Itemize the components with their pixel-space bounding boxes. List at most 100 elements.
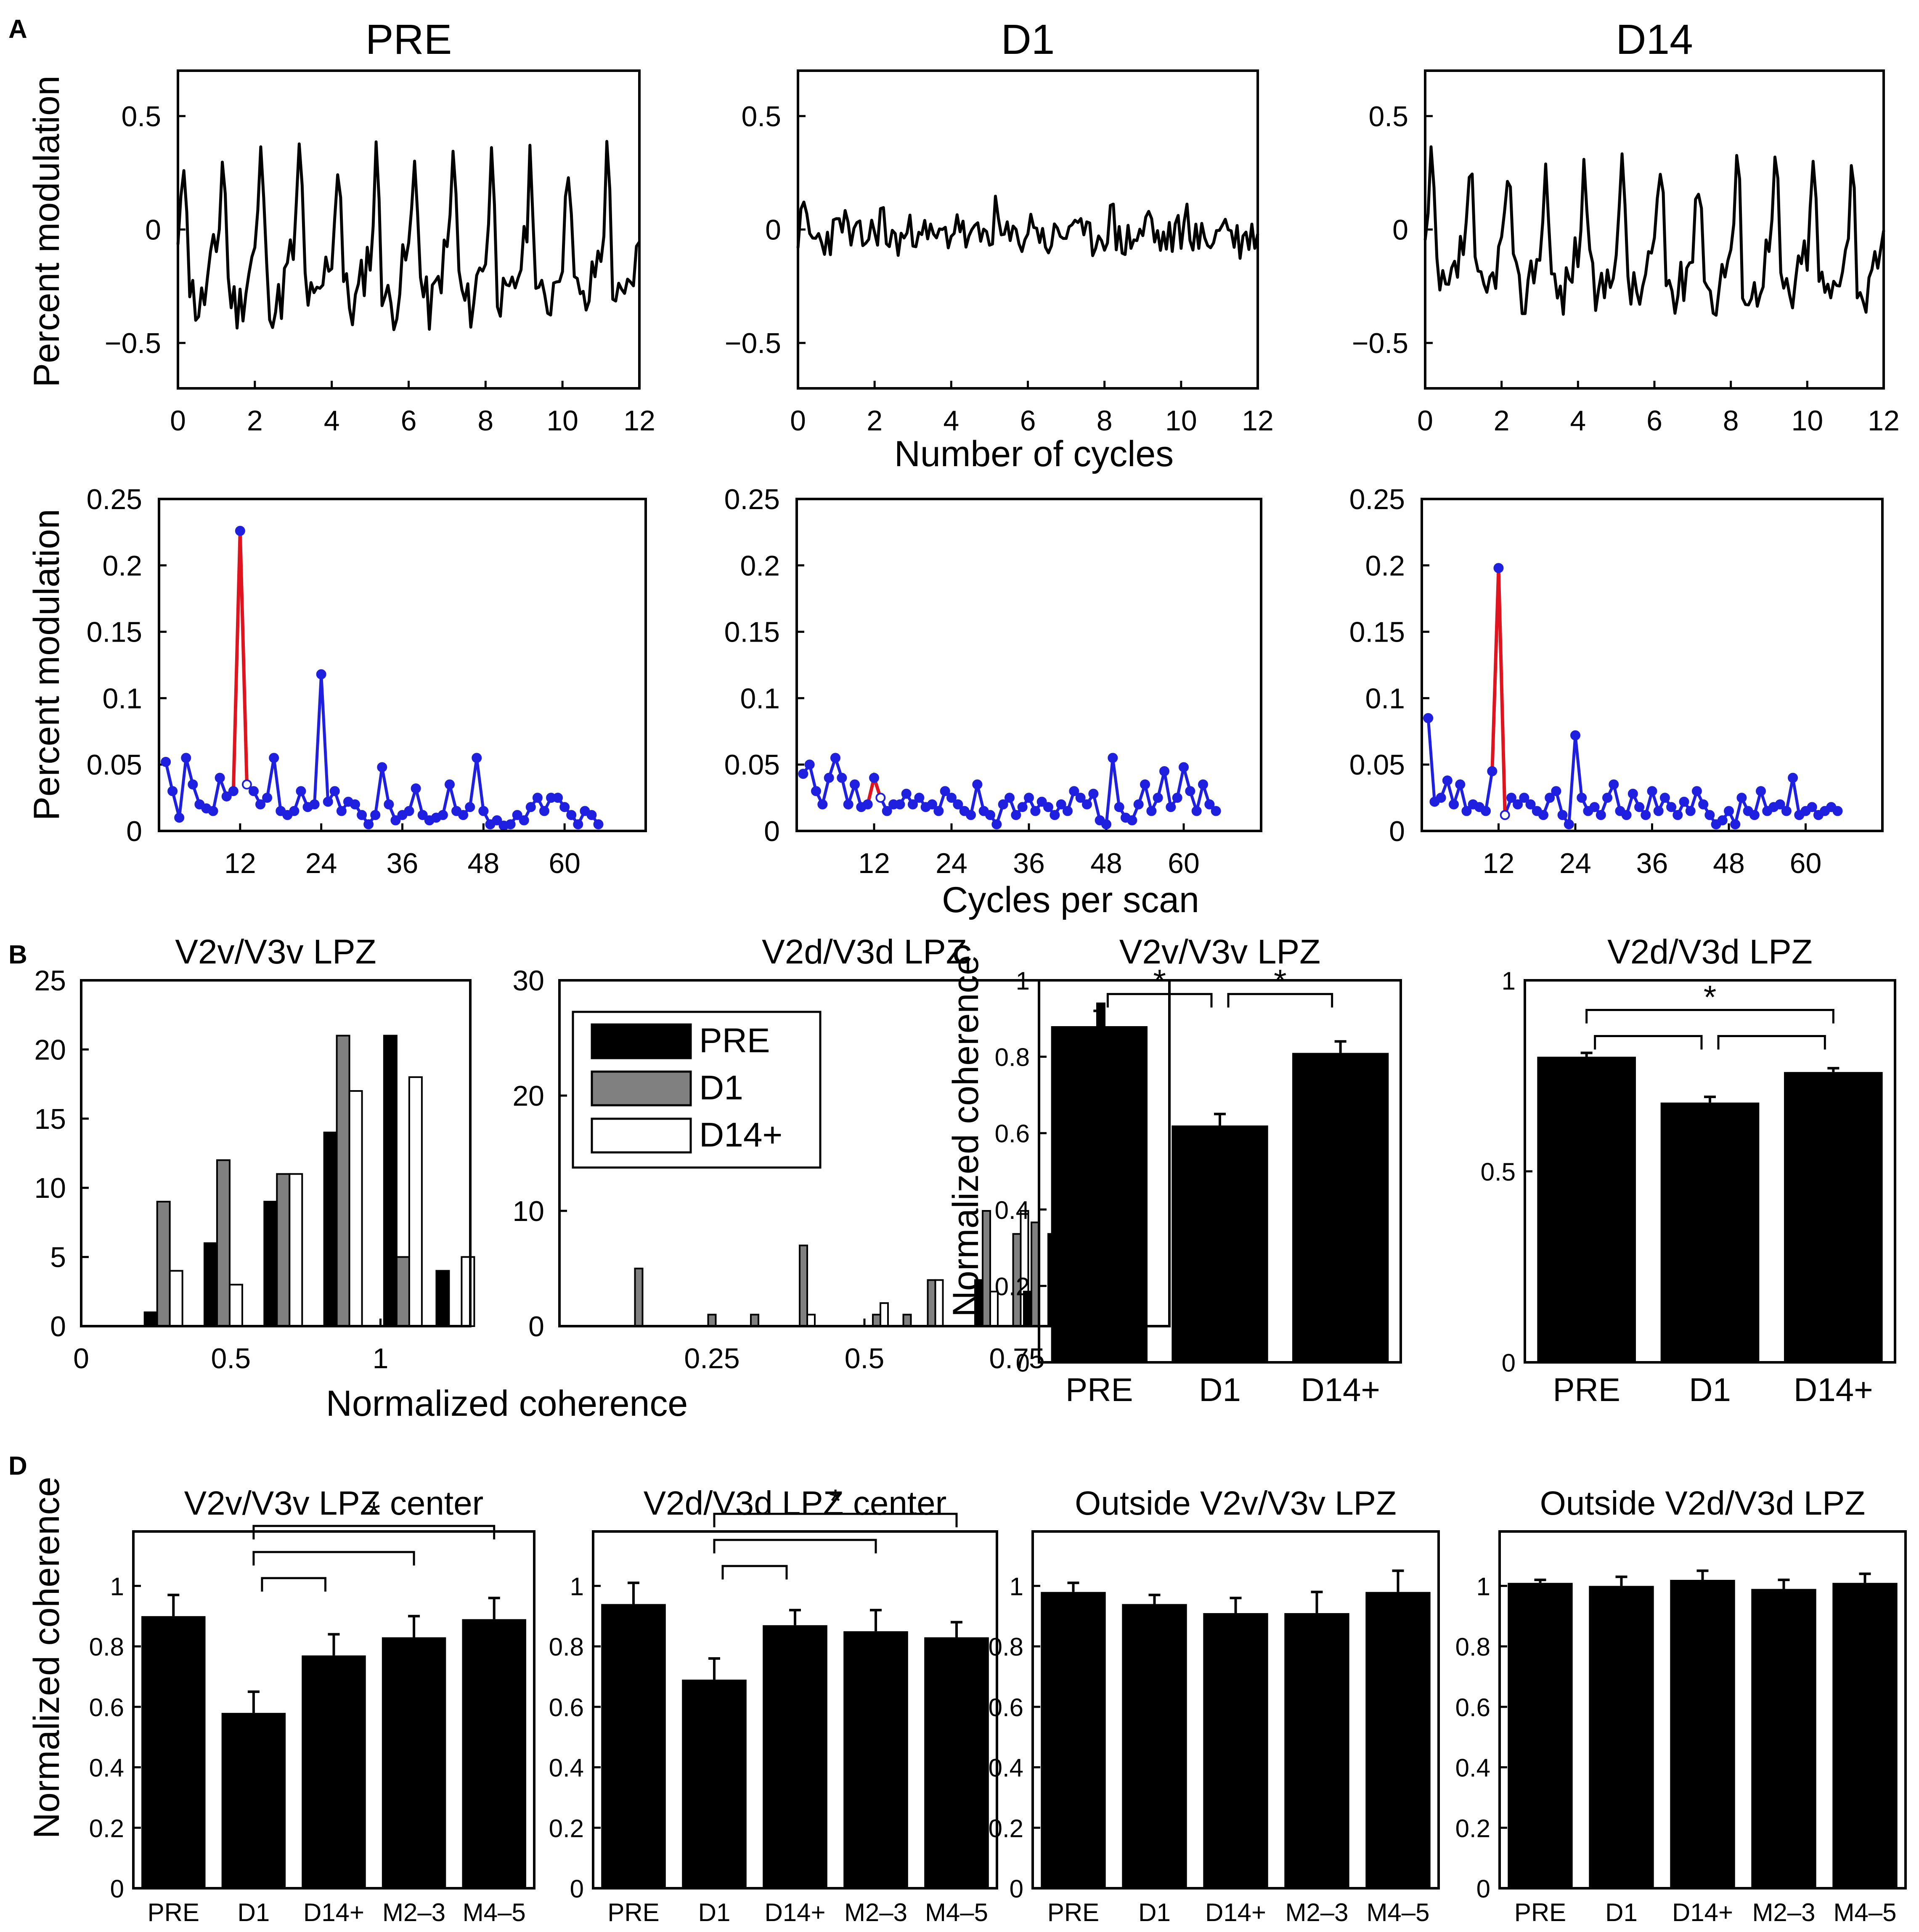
d_od-xtick-label: M4–5 (1833, 1898, 1896, 1927)
a_pre_freq-point (458, 810, 469, 820)
d_od-ytick-label: 0.2 (1455, 1814, 1490, 1842)
a_pre_freq-point (505, 819, 516, 830)
a_pre_freq-point (181, 753, 191, 763)
a_d14_freq-point (1704, 810, 1715, 820)
legend-swatch-d1 (591, 1070, 692, 1107)
a_d1_freq-point (914, 793, 925, 803)
d_vc-bar-m2-3 (382, 1637, 446, 1888)
a_d14_freq-point (1717, 815, 1728, 825)
c_d-title: V2d/V3d LPZ (1607, 933, 1813, 971)
a_pre_time-xtick-label: 10 (546, 405, 578, 437)
c_v-ytick-label: 0.4 (995, 1196, 1030, 1224)
a_d14_freq-point (1685, 806, 1696, 816)
d_vc-ytick-label: 0.8 (89, 1633, 124, 1661)
a_d14_time-ytick-label: 0.5 (1368, 101, 1408, 133)
a_d14_freq-point (1641, 810, 1651, 820)
a_d1_time-axes-frame (797, 69, 1259, 390)
b_v-bar-pre (323, 1131, 338, 1327)
b_d-bar-d1 (902, 1314, 912, 1327)
c_v-significance-bracket (1227, 993, 1333, 1008)
legend-label-d1: D1 (699, 1069, 743, 1107)
a_d14_time-chart: D14 0 2 4 6 8 10 12 −0.5 0 0.5 (1352, 16, 1900, 437)
a_d14_freq-point (1749, 810, 1760, 820)
d_dc-significance-star: * (829, 1482, 842, 1519)
a_pre_freq-point (411, 783, 421, 794)
a_d14_freq-point (1487, 766, 1498, 776)
a_pre_freq-ytick-label: 0 (126, 815, 142, 847)
a_pre_freq-point (269, 753, 279, 763)
d_vc-significance-star: * (368, 1494, 380, 1531)
a_d1_freq-point (1204, 799, 1215, 809)
d_vc-bar-m4-5 (462, 1619, 526, 1888)
d_od-xtick-label: D1 (1605, 1898, 1638, 1927)
a_d14_freq-peak-line (1490, 568, 1507, 815)
d_dc-ytick-label: 0.8 (549, 1633, 584, 1661)
a_d1_freq-ytick-label: 0 (764, 815, 780, 847)
a_d1_freq-point (817, 799, 828, 809)
a_pre_freq-chart: 12 24 36 48 60 0 0.05 0.1 0.15 0.2 0.25 (87, 483, 647, 879)
d_vc-ytick-label: 1 (110, 1572, 124, 1600)
a_d1_freq-point (811, 786, 821, 796)
a_d1_freq-point (966, 810, 976, 820)
a_d14_time-xtick-label: 8 (1723, 405, 1739, 437)
c_v-bar-d14plus (1292, 1053, 1389, 1362)
a_d14_freq-point (1596, 810, 1606, 820)
a_pre_freq-ytick-label: 0.05 (87, 749, 142, 781)
d_od-ytick-label: 0.6 (1455, 1693, 1490, 1722)
a_pre_time-xtick-label: 6 (401, 405, 417, 437)
a_d1_freq-point (875, 793, 886, 803)
a_d1_freq-point (1140, 779, 1150, 790)
b_v-xtick-label: 1 (373, 1343, 389, 1375)
d_od-bar-d1 (1589, 1586, 1654, 1888)
a_d14_freq-chart: 12 24 36 48 60 0 0.05 0.1 0.15 0.2 0.25 (1349, 483, 1884, 879)
b_d-bar-pre (974, 1279, 983, 1327)
a_d1_freq-point (1191, 806, 1202, 816)
a_pre_freq-point (377, 762, 387, 772)
a_d1_time-xtick-label: 12 (1242, 405, 1274, 437)
d_dc-xtick-label: M2–3 (844, 1898, 907, 1927)
a_pre_freq-point (289, 806, 300, 816)
a_d14_freq-point (1449, 799, 1459, 809)
d_dc-significance-bracket (713, 1539, 877, 1554)
a_pre_time-xtick-label: 0 (170, 405, 186, 437)
a_d1_freq-point (1127, 815, 1137, 825)
a_pre_freq-point (221, 791, 232, 801)
a_d14_freq-point (1493, 563, 1504, 573)
a_d14_freq-point (1832, 806, 1843, 816)
b_d-ytick-label: 10 (512, 1195, 544, 1227)
b_v-bar-d1 (395, 1256, 410, 1327)
b_d-xtick-label: 0.25 (684, 1343, 740, 1375)
a_d14_freq-point (1570, 730, 1580, 740)
b_v-title: V2v/V3v LPZ (175, 933, 376, 971)
b_v-ytick-label: 15 (34, 1103, 66, 1135)
d_ov-title: Outside V2v/V3v LPZ (1075, 1484, 1397, 1522)
a_d1_freq-point (1101, 819, 1111, 830)
a_d14_freq-point (1513, 799, 1523, 809)
a_d1_freq-point (1153, 793, 1163, 803)
a_pre_time-xtick-label: 8 (477, 405, 493, 437)
a_d14_freq-ytick-label: 0.1 (1365, 682, 1405, 714)
d_dc-significance-bracket (713, 1513, 958, 1528)
d_ov-bar-d14plus (1203, 1613, 1268, 1888)
b_v-bar-pre (143, 1311, 158, 1327)
b_v-bar-d14plus (408, 1076, 423, 1327)
a_d14_freq-point (1634, 802, 1645, 812)
a_d1_freq-point (933, 806, 944, 816)
b_v-bar-pre (263, 1201, 278, 1327)
a_d1_freq-point (946, 793, 957, 803)
a_d1_freq-point (837, 772, 847, 783)
d_vc-xtick-label: M2–3 (382, 1898, 445, 1927)
d_od-bar-pre (1508, 1583, 1573, 1888)
a_pre_time-xtick-label: 4 (324, 405, 340, 437)
b_v-ytick-label: 10 (34, 1172, 66, 1204)
d_od-bar-d14plus (1670, 1579, 1735, 1888)
d_od-bar-m2-3 (1751, 1589, 1816, 1888)
a_pre_time-ytick-label: −0.5 (105, 327, 161, 359)
a_d14_time-trace (1423, 145, 1885, 317)
a_pre_freq-point (248, 786, 259, 796)
d_ov-xtick-label: M4–5 (1366, 1898, 1429, 1927)
b_v-bar-d1 (336, 1035, 350, 1327)
a_d14_freq-point (1506, 793, 1516, 803)
c-ylabel: Normalized coherence (946, 955, 986, 1317)
